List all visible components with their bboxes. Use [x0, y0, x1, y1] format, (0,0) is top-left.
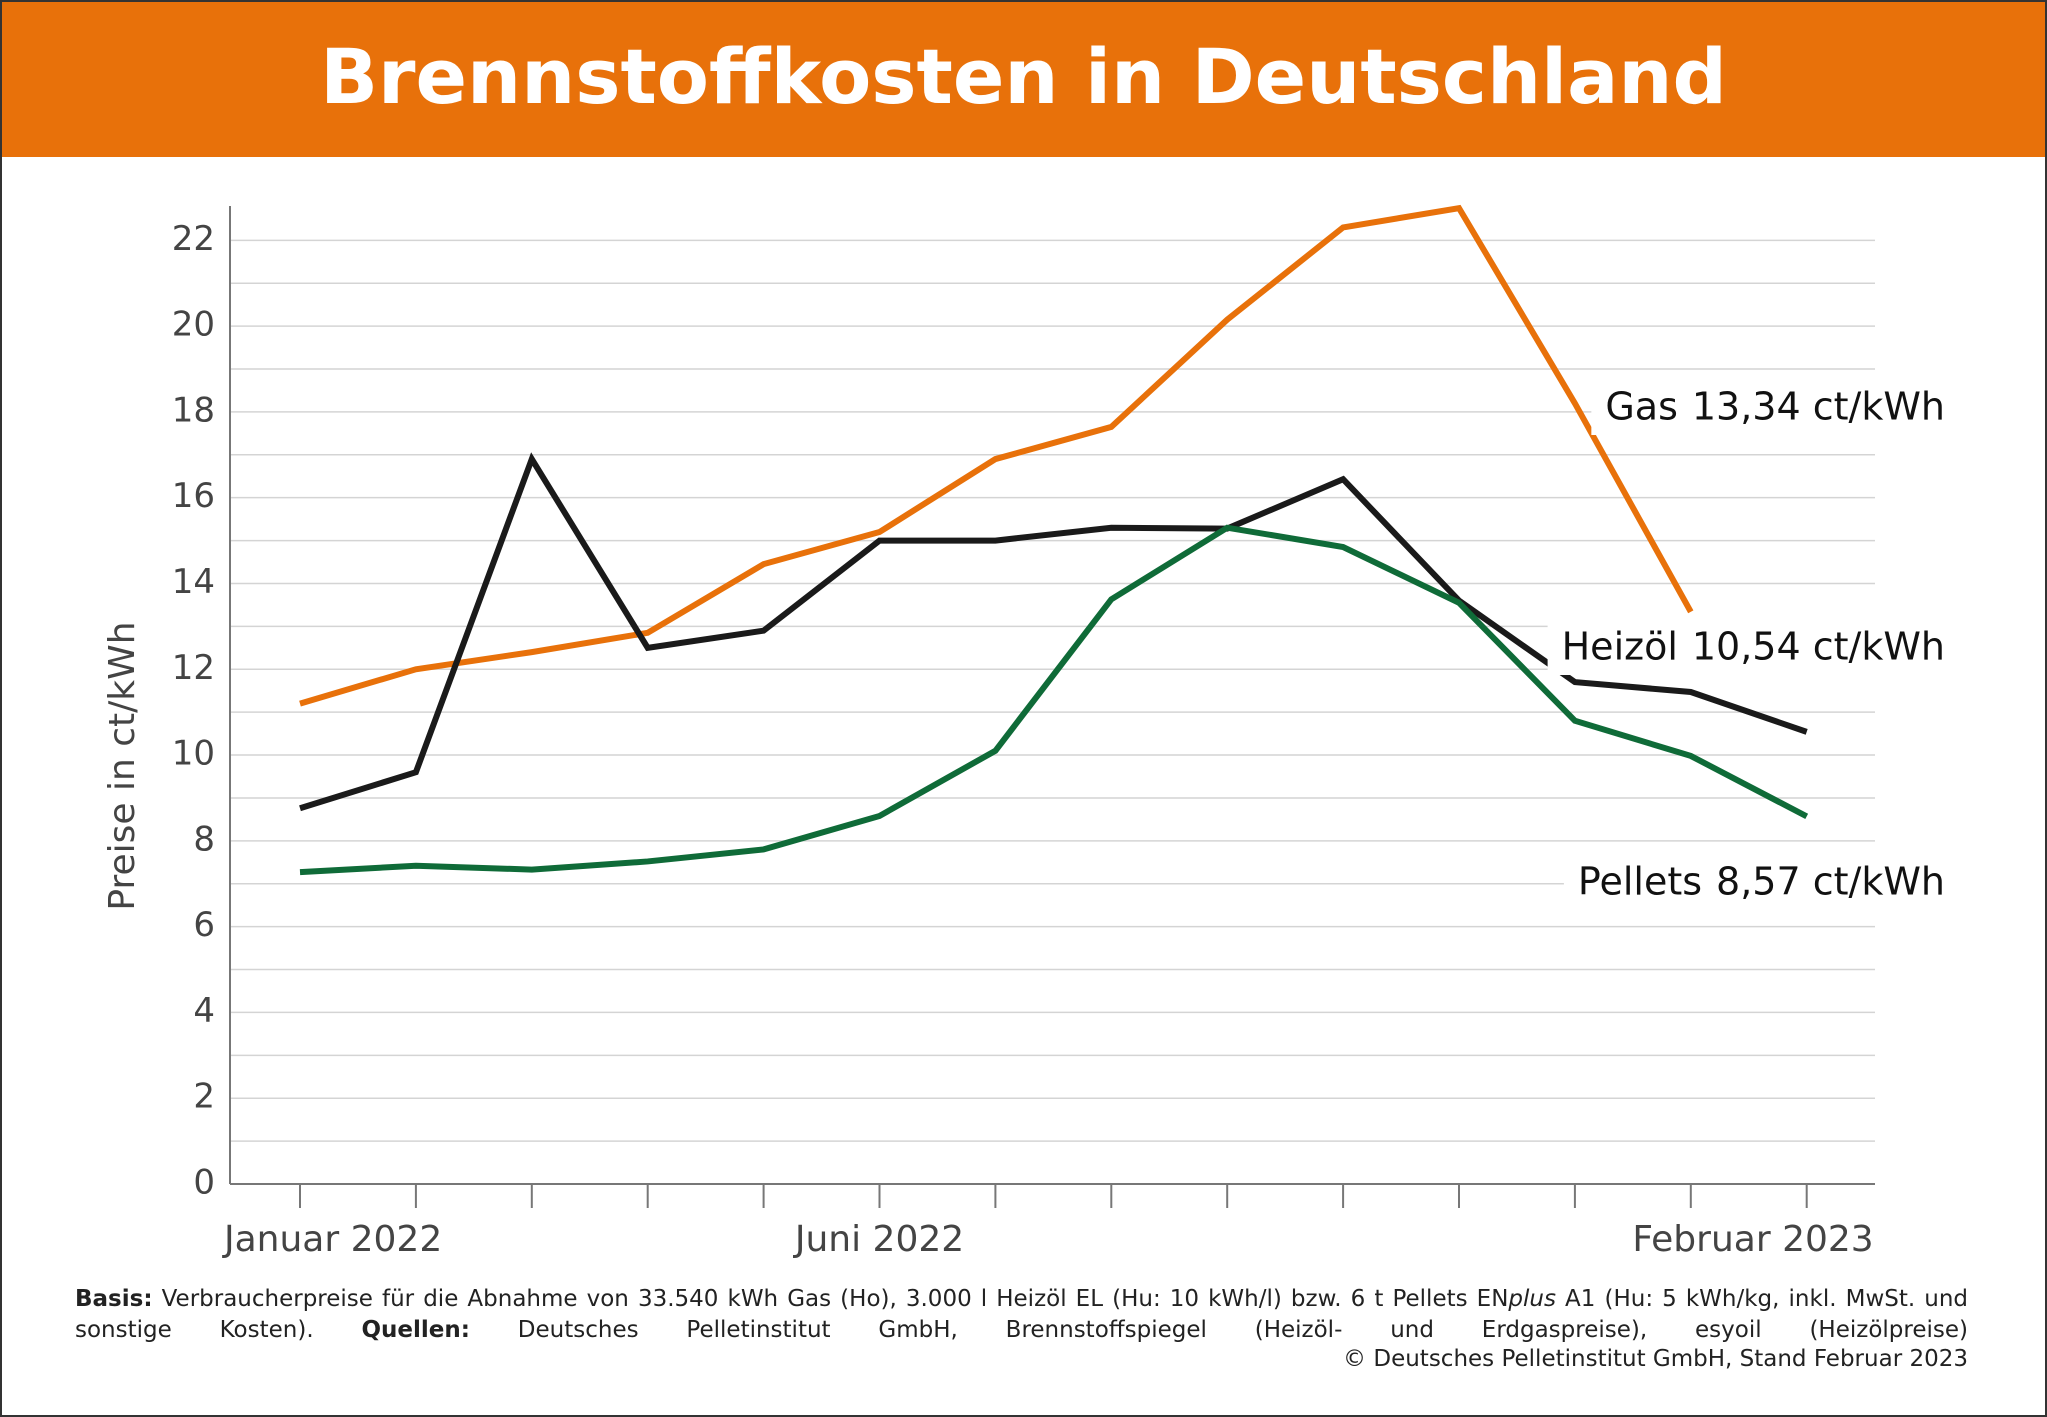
y-tick-label: 18	[172, 390, 215, 430]
series-line	[299, 524, 1809, 876]
legend-label: Heizöl	[1562, 625, 1678, 669]
value-label: 13,34 ct/kWh	[1692, 385, 1945, 429]
y-tick-label: 4	[193, 991, 215, 1031]
y-tick-label: 6	[193, 905, 215, 945]
footnote: Basis: Verbraucherpreise für die Abnahme…	[75, 1284, 1968, 1346]
y-tick-label: 2	[193, 1077, 215, 1117]
quellen-text: Deutsches Pelletinstitut GmbH, Brennstof…	[517, 1317, 1968, 1343]
y-tick-label: 12	[172, 648, 215, 688]
series-line	[299, 204, 1694, 707]
label-background	[1591, 383, 1945, 435]
label-background	[1563, 858, 1945, 910]
basis-text: Verbraucherpreise für die Abnahme von 33…	[161, 1286, 1509, 1312]
value-label: 8,57 ct/kWh	[1716, 860, 1945, 904]
y-tick-label: 10	[172, 734, 215, 774]
legend-label: Pellets	[1578, 860, 1702, 904]
basis-text-end: A1 (Hu: 5 kWh/kg, inkl. MwSt. und sonsti…	[75, 1286, 1969, 1343]
chart-title: Brennstoffkosten in Deutschland	[2, 2, 2045, 157]
y-tick-label: 22	[172, 219, 215, 259]
x-tick-label: Februar 2023	[1632, 1219, 1873, 1260]
quellen-label: Quellen:	[361, 1317, 470, 1343]
basis-label: Basis:	[75, 1286, 153, 1312]
legend-label: Gas	[1605, 385, 1678, 429]
label-background	[1547, 623, 1945, 675]
x-tick-label: Juni 2022	[793, 1219, 964, 1260]
y-axis-label: Preise in ct/kWh	[102, 621, 143, 910]
y-tick-label: 0	[193, 1163, 215, 1203]
y-tick-label: 8	[193, 819, 215, 859]
y-tick-label: 16	[172, 476, 215, 516]
y-tick-label: 14	[172, 562, 215, 602]
basis-italic: plus	[1508, 1286, 1556, 1312]
x-tick-label: Januar 2022	[222, 1219, 442, 1260]
copyright: © Deutsches Pelletinstitut GmbH, Stand F…	[1343, 1346, 1968, 1372]
y-tick-label: 20	[172, 305, 215, 345]
value-label: 10,54 ct/kWh	[1692, 625, 1945, 669]
